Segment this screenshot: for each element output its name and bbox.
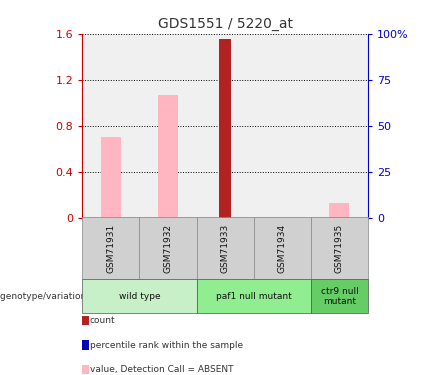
- Text: wild type: wild type: [119, 292, 160, 301]
- Text: GSM71935: GSM71935: [335, 224, 344, 273]
- Bar: [158, 94, 178, 218]
- Title: GDS1551 / 5220_at: GDS1551 / 5220_at: [158, 17, 293, 32]
- Text: GSM71931: GSM71931: [107, 224, 115, 273]
- Text: genotype/variation ▶: genotype/variation ▶: [0, 292, 97, 301]
- Text: GSM71932: GSM71932: [164, 224, 172, 273]
- Text: percentile rank within the sample: percentile rank within the sample: [90, 340, 243, 350]
- Text: ctr9 null
mutant: ctr9 null mutant: [320, 286, 359, 306]
- Bar: [219, 39, 232, 218]
- Text: count: count: [90, 316, 116, 325]
- Text: GSM71933: GSM71933: [221, 224, 229, 273]
- Text: paf1 null mutant: paf1 null mutant: [216, 292, 291, 301]
- Text: value, Detection Call = ABSENT: value, Detection Call = ABSENT: [90, 365, 233, 374]
- Bar: [101, 137, 121, 218]
- Text: GSM71934: GSM71934: [278, 224, 287, 273]
- Bar: [330, 202, 349, 217]
